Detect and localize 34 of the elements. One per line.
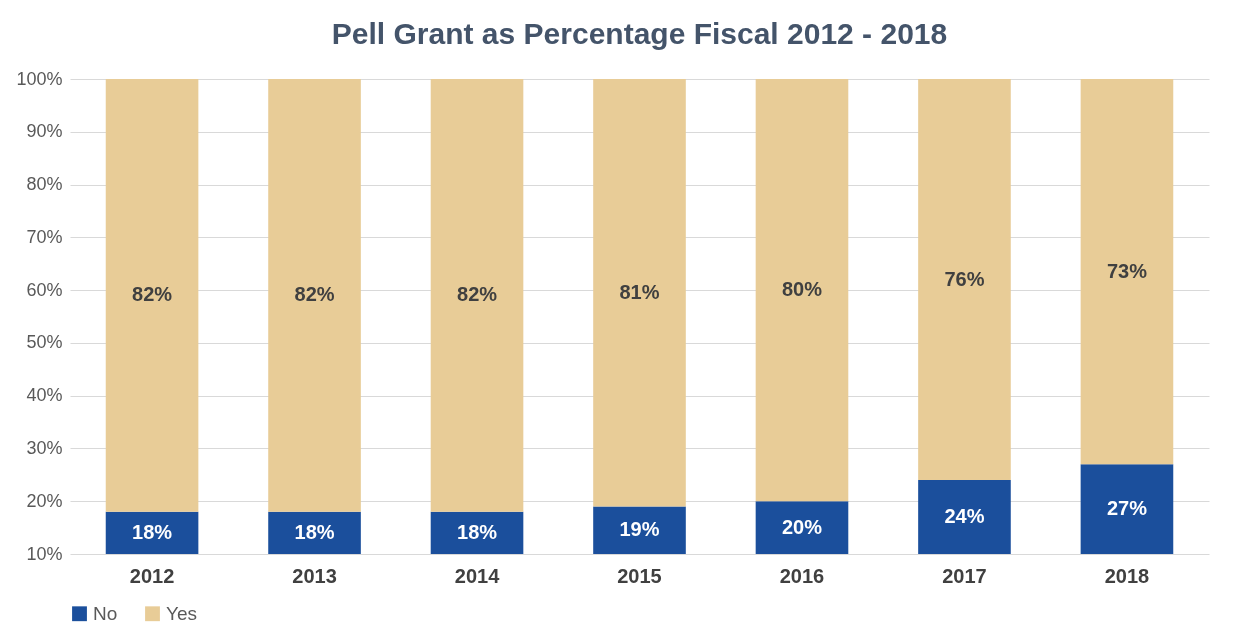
- y-tick-label: 10%: [26, 543, 63, 564]
- legend-label: Yes: [166, 602, 197, 624]
- data-label: 18%: [457, 520, 498, 543]
- data-label: 24%: [944, 505, 985, 528]
- y-tick-label: 20%: [26, 490, 63, 511]
- data-label: 73%: [1106, 259, 1148, 282]
- data-label: 18%: [132, 520, 173, 543]
- y-tick-label: 80%: [26, 174, 63, 195]
- data-label: 82%: [132, 283, 173, 306]
- x-tick-label: 2017: [942, 564, 987, 587]
- x-tick-label: 2018: [1104, 564, 1150, 587]
- x-tick-label: 2012: [129, 564, 175, 587]
- data-label: 18%: [294, 520, 335, 543]
- y-tick-label: 30%: [26, 437, 63, 458]
- data-label: 81%: [619, 280, 660, 303]
- y-tick-label: 100%: [16, 68, 63, 89]
- x-tick-label: 2013: [292, 564, 337, 587]
- x-tick-label: 2016: [779, 564, 825, 587]
- data-label: 76%: [944, 267, 985, 290]
- x-tick-label: 2014: [454, 564, 501, 587]
- data-label: 20%: [781, 515, 823, 538]
- data-label: 19%: [619, 518, 660, 541]
- x-tick-label: 2015: [617, 564, 662, 587]
- chart-title: Pell Grant as Percentage Fiscal 2012 - 2018: [331, 17, 948, 50]
- data-label: 82%: [294, 283, 335, 306]
- data-label: 82%: [457, 283, 498, 306]
- y-tick-label: 90%: [26, 121, 63, 142]
- y-tick-label: 60%: [26, 279, 63, 300]
- y-tick-label: 70%: [26, 226, 63, 247]
- y-tick-label: 40%: [26, 385, 63, 406]
- legend-label: No: [93, 602, 118, 624]
- data-label: 80%: [781, 278, 823, 301]
- y-tick-label: 50%: [26, 332, 63, 353]
- data-label: 27%: [1106, 497, 1148, 520]
